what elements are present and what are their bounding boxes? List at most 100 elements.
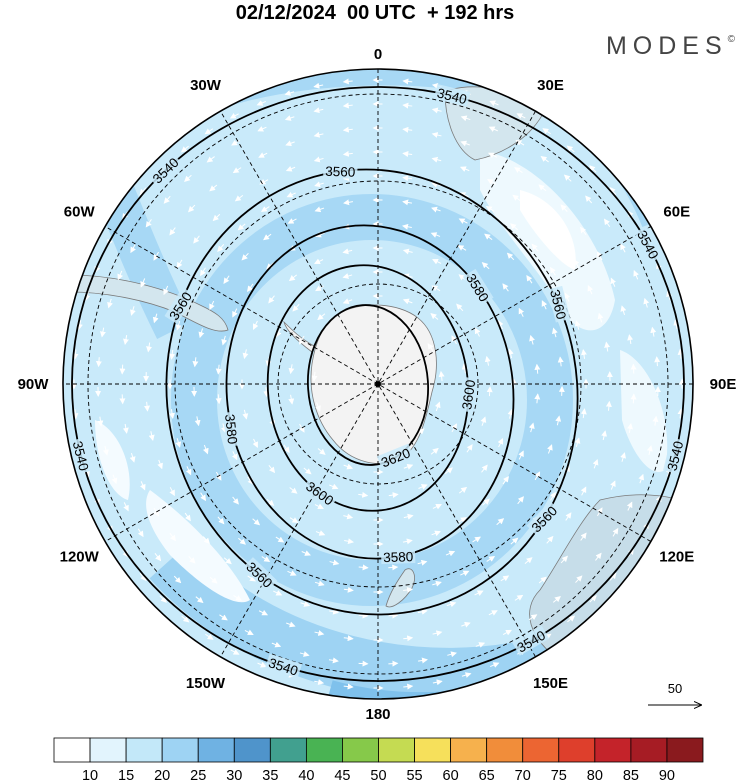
wind-arrow bbox=[560, 555, 568, 564]
wind-arrow bbox=[595, 552, 602, 561]
contour-label: 3600 bbox=[459, 379, 478, 411]
contour-label-group: 3580 bbox=[380, 547, 416, 565]
wind-arrow bbox=[107, 298, 113, 309]
wind-arrow bbox=[343, 635, 354, 642]
contour-label: 3540 bbox=[436, 85, 469, 107]
wind-arrow bbox=[259, 178, 269, 185]
colorbar-tick: 30 bbox=[226, 768, 242, 782]
wind-arrow bbox=[540, 155, 549, 163]
wind-arrow bbox=[130, 306, 136, 316]
wind-arrow bbox=[99, 327, 106, 338]
wind-arrow bbox=[496, 518, 505, 526]
wind-arrow bbox=[601, 430, 607, 441]
wind-arrow bbox=[431, 181, 442, 188]
brand-mark: © bbox=[727, 34, 735, 45]
wind-arrow bbox=[343, 463, 354, 470]
wind-arrow bbox=[215, 394, 222, 405]
colorbar-swatch bbox=[378, 737, 415, 763]
wind-arrow bbox=[288, 274, 298, 282]
wind-arrow bbox=[315, 231, 325, 238]
antarctic-peninsula bbox=[283, 320, 315, 353]
wind-arrow bbox=[313, 131, 324, 138]
colorbar-swatch bbox=[558, 737, 596, 763]
wind-arrow bbox=[402, 78, 413, 85]
wind-arrow bbox=[517, 496, 525, 505]
wind-arrow bbox=[169, 532, 176, 542]
wind-arrow bbox=[620, 305, 627, 316]
wind-arrow bbox=[163, 285, 169, 296]
contour-label-group: 3600 bbox=[457, 376, 478, 413]
wind-arrow bbox=[502, 283, 509, 292]
wind-arrow bbox=[589, 165, 597, 173]
wind-arrow bbox=[209, 300, 215, 311]
contour-label-bg bbox=[147, 152, 183, 188]
wind-arrow bbox=[176, 259, 183, 269]
wind-arrow bbox=[466, 444, 473, 453]
wind-arrow bbox=[287, 218, 297, 224]
wind-arrow bbox=[646, 445, 653, 455]
wind-arrow bbox=[555, 235, 563, 244]
wind-arrow bbox=[432, 580, 442, 587]
wind-arrow bbox=[515, 139, 525, 146]
colorbar-tick: 90 bbox=[659, 768, 675, 782]
wind-arrow bbox=[580, 348, 587, 359]
wind-arrow bbox=[204, 128, 214, 135]
wind-arrow bbox=[550, 266, 556, 276]
wind-arrow bbox=[231, 451, 238, 461]
contour-label-bg bbox=[242, 557, 278, 592]
meridian-labels: 0 30E 60E 90E 120E 150E 180 150W 120W 90W 60W 30W bbox=[18, 46, 737, 723]
south-america-outline bbox=[69, 274, 229, 332]
wind-arrow bbox=[122, 423, 129, 434]
wind-arrow bbox=[257, 661, 267, 668]
wind-arrow bbox=[163, 195, 171, 204]
wind-arrow bbox=[498, 320, 504, 330]
wind-arrow bbox=[416, 428, 425, 436]
wind-arrow bbox=[538, 576, 547, 584]
wind-arrow bbox=[257, 126, 267, 132]
colorbar-swatch bbox=[522, 737, 560, 763]
wind-arrow bbox=[97, 416, 104, 427]
wind-arrow bbox=[276, 328, 282, 338]
wind-arrow bbox=[95, 357, 102, 368]
wind-arrow bbox=[286, 191, 296, 198]
colorbar-swatch bbox=[630, 737, 668, 763]
wind-arrow bbox=[573, 259, 580, 268]
wind-arrow bbox=[314, 206, 325, 213]
wind-arrow bbox=[388, 612, 399, 619]
wind-reference: 50 bbox=[648, 681, 701, 705]
colorbar-swatch bbox=[197, 737, 235, 763]
wind-arrow bbox=[117, 270, 123, 281]
wind-arrow bbox=[301, 550, 311, 556]
wind-arrow bbox=[502, 629, 512, 636]
meridian-label-150e: 150E bbox=[533, 675, 568, 692]
wind-arrow bbox=[528, 422, 535, 433]
wind-arrow bbox=[200, 492, 206, 502]
wind-arrow bbox=[329, 559, 340, 566]
wind-arrow bbox=[252, 320, 259, 330]
wind-arrow bbox=[402, 538, 413, 545]
wind-arrow bbox=[580, 408, 587, 419]
wind-arrow bbox=[566, 145, 575, 153]
meridian-label-150w: 150W bbox=[186, 675, 226, 692]
wind-arrow bbox=[487, 179, 497, 185]
wind-arrow bbox=[192, 357, 199, 368]
wind-arrow bbox=[589, 595, 597, 603]
wind-arrow bbox=[185, 466, 192, 476]
colorbar-swatch bbox=[666, 737, 704, 763]
wind-arrow bbox=[232, 167, 242, 174]
wind-arrow bbox=[260, 206, 270, 212]
wind-arrow bbox=[604, 341, 611, 352]
wind-arrow bbox=[534, 393, 541, 404]
wind-arrow bbox=[461, 672, 472, 678]
meridian-label-30w: 30W bbox=[190, 77, 222, 94]
wind-arrow bbox=[460, 140, 470, 147]
wind-arrow bbox=[434, 401, 441, 412]
wind-arrow bbox=[402, 248, 413, 255]
wind-arrow bbox=[72, 349, 79, 360]
wind-arrow bbox=[610, 480, 616, 490]
wind-arrow bbox=[461, 621, 471, 628]
colorbar-swatch bbox=[486, 737, 524, 763]
wind-arrow bbox=[102, 445, 109, 456]
weak-wind-patch-3 bbox=[146, 490, 250, 603]
wind-arrow bbox=[456, 303, 464, 312]
